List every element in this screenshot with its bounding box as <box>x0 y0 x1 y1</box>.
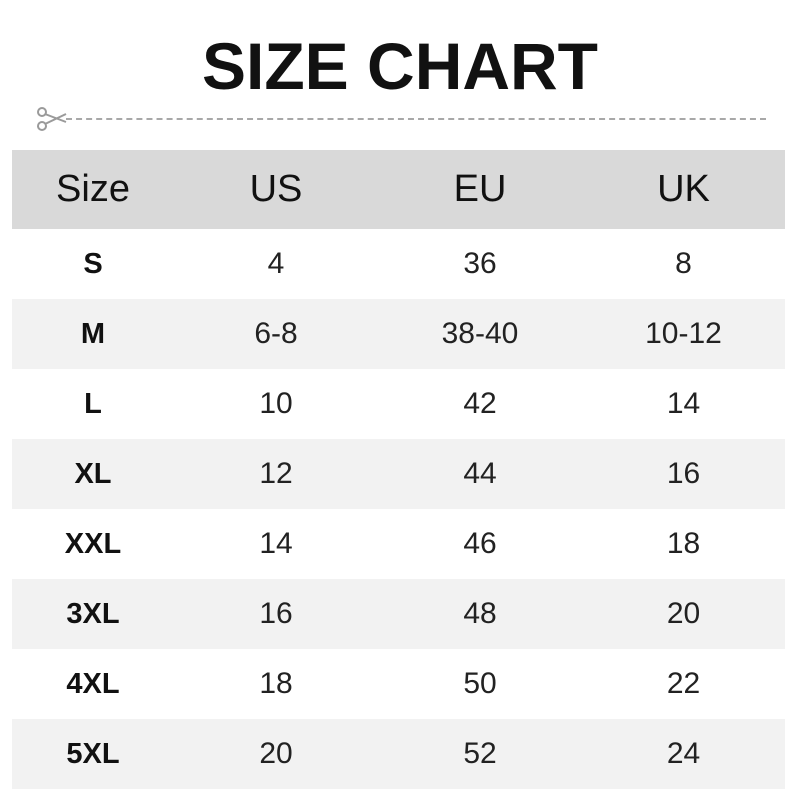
cell-uk: 20 <box>582 579 785 649</box>
header-row: Size US EU UK <box>12 150 785 229</box>
cell-uk: 16 <box>582 439 785 509</box>
cell-uk: 18 <box>666 527 701 560</box>
cell-size: L <box>84 387 102 420</box>
cell-us: 16 <box>174 579 378 649</box>
table-row: 4XL 18 50 22 <box>12 649 785 719</box>
header-eu: EU <box>378 150 582 229</box>
cell-eu: 50 <box>463 667 497 700</box>
header-uk: UK <box>582 150 785 229</box>
cell-uk: 10-12 <box>582 299 785 369</box>
cell-size: XXL <box>64 527 122 560</box>
cell-uk: 8 <box>675 247 692 280</box>
cell-size: S <box>83 247 103 280</box>
cell-uk: 14 <box>666 387 701 420</box>
table-row: L 10 42 14 <box>12 369 785 439</box>
cell-us: 12 <box>174 439 378 509</box>
cell-us: 14 <box>259 527 293 560</box>
table-row: XL 12 44 16 <box>12 439 785 509</box>
cell-us: 20 <box>174 719 378 789</box>
table-row: 3XL 16 48 20 <box>12 579 785 649</box>
cell-us: 4 <box>267 247 285 280</box>
cell-uk: 24 <box>582 719 785 789</box>
cell-us: 10 <box>259 387 293 420</box>
cell-eu: 44 <box>378 439 582 509</box>
cell-size: M <box>12 299 174 369</box>
cell-size: 5XL <box>12 719 174 789</box>
cell-uk: 22 <box>666 667 701 700</box>
size-table: Size US EU UK S 4 36 8 M 6-8 38-40 10-12 L 10 42 14… <box>12 150 785 789</box>
header-us: US <box>174 150 378 229</box>
cell-eu: 46 <box>463 527 497 560</box>
cut-line <box>36 106 766 132</box>
scissors-icon <box>37 107 67 131</box>
header-size: Size <box>12 150 174 229</box>
table-row: XXL 14 46 18 <box>12 509 785 579</box>
dashed-line <box>66 118 766 120</box>
table-row: S 4 36 8 <box>12 229 785 299</box>
cell-us: 18 <box>259 667 293 700</box>
page-title: SIZE CHART <box>202 29 598 103</box>
cell-size: 3XL <box>12 579 174 649</box>
table-row: 5XL 20 52 24 <box>12 719 785 789</box>
cell-us: 6-8 <box>174 299 378 369</box>
cell-size: 4XL <box>66 667 120 700</box>
cell-eu: 38-40 <box>378 299 582 369</box>
cell-eu: 36 <box>463 247 497 280</box>
cell-eu: 52 <box>378 719 582 789</box>
cell-eu: 42 <box>463 387 497 420</box>
cell-size: XL <box>12 439 174 509</box>
table-row: M 6-8 38-40 10-12 <box>12 299 785 369</box>
cell-eu: 48 <box>378 579 582 649</box>
